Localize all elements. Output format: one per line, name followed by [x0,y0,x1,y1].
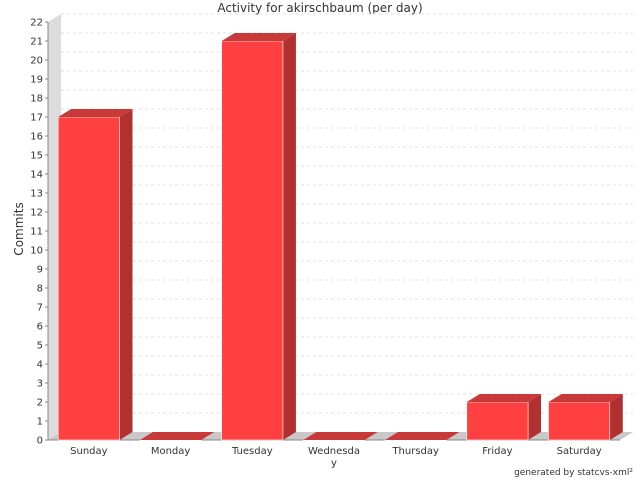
y-tick-label: 5 [37,341,43,352]
x-tick-label: y [331,458,337,469]
y-tick-label: 12 [30,208,43,219]
bar-side [282,33,296,440]
bar-side [119,109,133,440]
y-tick-label: 13 [30,189,43,200]
plot-area: 012345678910111213141516171819202122Sund… [30,13,633,469]
y-axis-label: Commits [12,202,26,255]
y-tick-label: 3 [37,379,43,390]
x-tick-label: Monday [151,446,191,457]
y-tick-label: 1 [37,417,43,428]
y-tick-label: 2 [37,398,43,409]
y-tick-label: 11 [30,227,43,238]
bar-top [303,432,378,440]
y-tick-label: 7 [37,303,43,314]
x-tick-label: Friday [482,446,512,457]
bar-top [139,432,215,440]
y-tick-label: 4 [37,360,43,371]
bar [466,401,529,441]
bar-top [466,394,542,402]
bar-side [609,394,623,440]
y-tick-label: 0 [37,436,43,447]
y-tick-label: 17 [30,113,43,124]
y-tick-label: 21 [30,37,43,48]
x-tick-label: Sunday [70,446,107,457]
y-tick-label: 19 [30,75,43,86]
bar [139,439,202,441]
y-tick-label: 6 [37,322,43,333]
x-tick-label: Thursday [391,446,439,457]
y-tick-label: 9 [37,265,43,276]
y-tick-label: 22 [30,18,43,29]
bar-top [58,109,133,117]
x-tick-label: Saturday [557,446,602,457]
y-tick-label: 15 [30,151,43,162]
bar-top [385,432,460,440]
y-tick-label: 16 [30,132,43,143]
x-tick-label: Tuesday [231,446,273,457]
bar-side [528,394,542,440]
y-tick-label: 10 [30,246,43,257]
chart-title: Activity for akirschbaum (per day) [217,1,422,15]
bar [221,40,284,441]
y-tick-label: 8 [37,284,43,295]
x-tick-label: Wednesda [308,446,360,457]
bar [548,401,611,441]
y-tick-label: 20 [30,56,43,67]
bar-top [221,33,296,41]
bar-top [548,394,623,402]
y-tick-label: 18 [30,94,43,105]
left-wall [48,14,61,440]
y-tick-label: 14 [30,170,43,181]
bar [384,439,447,441]
bar [57,116,120,441]
bar [303,439,365,441]
generated-by-note: generated by statcvs-xml² [514,468,633,478]
